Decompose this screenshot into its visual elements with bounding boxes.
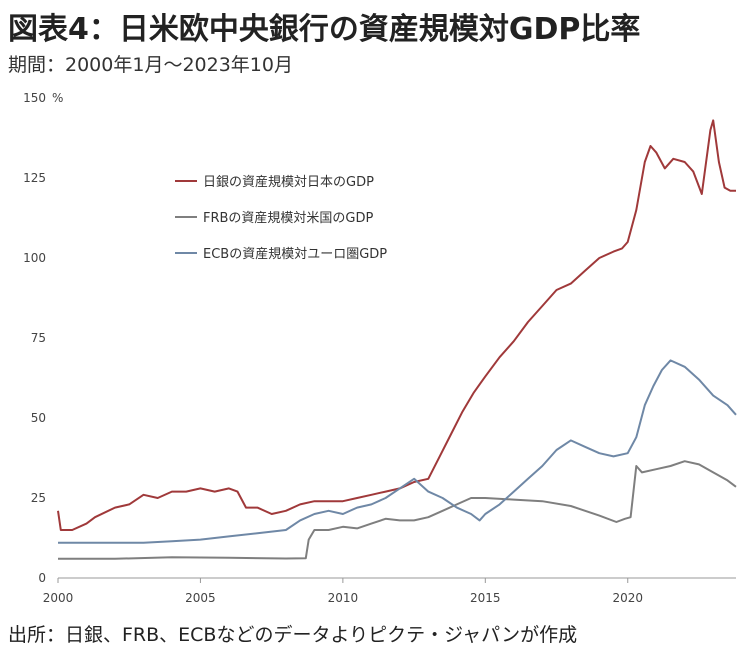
series-line-2 xyxy=(58,359,737,544)
x-tick-label: 2000 xyxy=(43,591,74,605)
y-tick-label: 0 xyxy=(38,571,46,585)
y-tick-label: 75 xyxy=(31,331,46,345)
series-lines xyxy=(57,119,737,560)
y-tick-label: 25 xyxy=(31,491,46,505)
y-tick-label: 125 xyxy=(23,171,46,185)
legend-label-2: ECBの資産規模対ユーロ圏GDP xyxy=(203,246,387,262)
legend-label-1: FRBの資産規模対米国のGDP xyxy=(203,210,374,226)
chart-source: 出所：日銀、FRB、ECBなどのデータよりピクテ・ジャパンが作成 xyxy=(8,624,578,646)
axes: 0 25 50 75 100 125 150 % 2000 2005 2010 2015 2020 xyxy=(23,91,736,605)
legend-label-0: 日銀の資産規模対日本のGDP xyxy=(203,174,374,190)
series-line-1 xyxy=(58,460,737,560)
x-tick-label: 2010 xyxy=(328,591,359,605)
legend: 日銀の資産規模対日本のGDP FRBの資産規模対米国のGDP ECBの資産規模対ユー… xyxy=(175,174,387,262)
y-tick-label: 100 xyxy=(23,251,46,265)
series-line-0 xyxy=(57,119,736,531)
y-tick-label: 50 xyxy=(31,411,46,425)
x-tick-label: 2015 xyxy=(470,591,501,605)
y-tick-label: 150 xyxy=(23,91,46,105)
y-axis-unit: % xyxy=(52,91,63,105)
x-tick-label: 2020 xyxy=(612,591,643,605)
x-tick-label: 2005 xyxy=(185,591,216,605)
chart-subtitle: 期間：2000年1月～2023年10月 xyxy=(8,54,293,76)
chart-title: 図表4：日米欧中央銀行の資産規模対GDP比率 xyxy=(8,12,641,47)
